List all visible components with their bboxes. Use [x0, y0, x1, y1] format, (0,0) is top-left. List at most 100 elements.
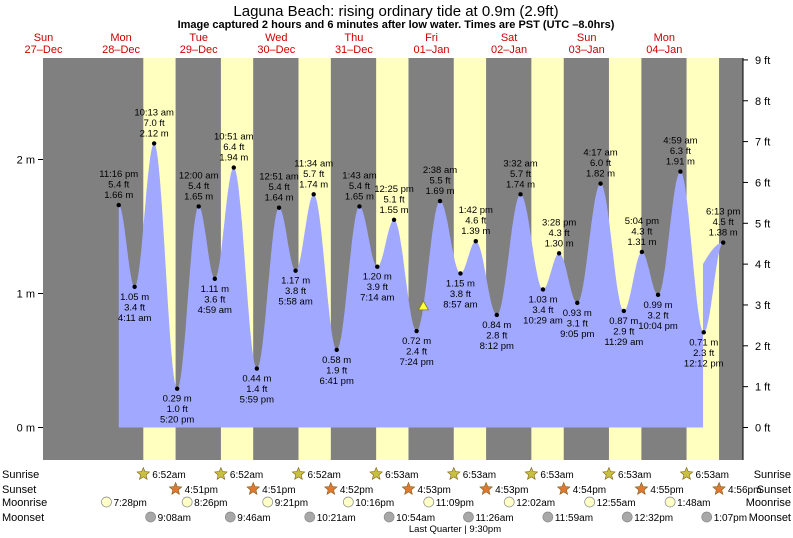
- high-tide-point: [678, 169, 683, 174]
- sunset-icon: [168, 481, 183, 495]
- low-tide-point: [132, 284, 137, 289]
- tide-label: 1.11 m: [201, 284, 229, 295]
- tide-label: 1:43 am: [342, 170, 376, 181]
- moonrise-icon: [503, 496, 515, 508]
- moonset-icon: [224, 511, 236, 523]
- tide-label: 8:12 pm: [480, 341, 514, 352]
- moonrise-row-label-right: Moonrise: [746, 497, 791, 509]
- moonrise-time: 10:16pm: [355, 498, 394, 509]
- right-axis-tick-label: 9 ft: [755, 55, 770, 67]
- tide-label: 1.0 ft: [167, 404, 188, 415]
- tide-area: [118, 143, 724, 428]
- low-tide-point: [174, 386, 180, 391]
- sunrise-row-label-left: Sunrise: [2, 469, 39, 481]
- tide-label: 1:42 pm: [459, 205, 493, 216]
- date-label: 29–Dec: [180, 44, 218, 56]
- tide-label: 4.5 ft: [713, 217, 734, 228]
- moonrise-icon: [342, 496, 354, 508]
- tide-label: 2.12 m: [140, 128, 169, 139]
- sunset-time: 4:53pm: [495, 485, 528, 496]
- tide-label: 1.82 m: [586, 169, 615, 180]
- tide-label: 3.4 ft: [124, 302, 145, 313]
- date-label: 02–Jan: [491, 44, 527, 56]
- moonset-icon: [701, 511, 713, 523]
- sunrise-icon: [679, 466, 694, 480]
- low-tide-point: [254, 366, 260, 371]
- high-tide-point: [639, 249, 645, 255]
- day-of-week-label: Sun: [577, 32, 597, 44]
- tide-label: 3.2 ft: [647, 310, 668, 321]
- sunset-icon: [712, 481, 726, 495]
- moonrise-icon: [664, 496, 676, 508]
- high-tide-point: [196, 204, 201, 209]
- tide-label: 4.6 ft: [465, 216, 486, 227]
- sunset-icon: [246, 481, 261, 495]
- sunset-row-label-right: Sunset: [757, 484, 791, 496]
- right-axis-tick-label: 1 ft: [755, 382, 770, 394]
- day-of-week-label: Tue: [189, 32, 208, 44]
- tide-label: 4:17 am: [583, 148, 617, 159]
- right-axis-tick-label: 7 ft: [755, 137, 770, 149]
- tide-label: 1.94 m: [219, 153, 248, 164]
- high-tide-point: [518, 192, 523, 197]
- sunrise-time: 6:53am: [540, 470, 573, 481]
- moonset-time: 11:59am: [555, 513, 593, 524]
- high-tide-point: [276, 205, 282, 210]
- tide-label: 6.0 ft: [590, 158, 611, 169]
- tide-label: 5.5 ft: [429, 176, 450, 187]
- tide-label: 4:11 am: [118, 313, 152, 324]
- sunrise-time: 6:52am: [152, 470, 185, 481]
- current-tide-marker: [417, 300, 430, 311]
- tide-label: 2.4 ft: [406, 347, 427, 358]
- moonrise-time: 1:48am: [677, 498, 710, 509]
- high-tide-point: [311, 192, 316, 197]
- tide-label: 3.8 ft: [450, 289, 471, 300]
- tide-label: 11:29 am: [604, 337, 643, 348]
- low-tide-point: [375, 264, 380, 269]
- sunrise-time: 6:53am: [696, 470, 729, 481]
- chart-subtitle: Image captured 2 hours and 6 minutes aft…: [178, 19, 615, 31]
- right-axis-tick-label: 8 ft: [755, 96, 770, 108]
- tide-label: 1.39 m: [461, 226, 490, 237]
- tide-label: 5.7 ft: [303, 169, 324, 180]
- tide-label: 1.91 m: [666, 157, 695, 168]
- tide-label: 11:16 pm: [99, 169, 138, 180]
- moonrise-row-label-left: Moonrise: [2, 497, 47, 509]
- sunrise-time: 6:52am: [308, 470, 341, 481]
- tide-label: 2.3 ft: [693, 348, 714, 359]
- chart-title: Laguna Beach: rising ordinary tide at 0.…: [233, 3, 558, 20]
- high-tide-point: [721, 240, 726, 245]
- moonset-row-label-right: Moonset: [749, 512, 791, 524]
- tide-label: 10:13 am: [134, 107, 174, 118]
- moonset-time: 9:46am: [237, 513, 270, 524]
- sunset-time: 4:56pm: [728, 485, 761, 496]
- sunset-time: 4:52pm: [340, 485, 373, 496]
- tide-label: 3:28 pm: [542, 217, 576, 228]
- low-tide-point: [414, 328, 419, 334]
- tide-label: 1.74 m: [506, 179, 535, 190]
- day-of-week-label: Mon: [110, 32, 131, 44]
- tide-label: 0.44 m: [242, 374, 271, 385]
- tide-label: 0.72 m: [402, 336, 431, 347]
- low-tide-point: [458, 271, 463, 276]
- tide-label: 6.4 ft: [223, 142, 244, 153]
- sunrise-time: 6:52am: [230, 470, 263, 481]
- moonset-time: 10:54am: [396, 513, 435, 524]
- tide-label: 10:29 am: [523, 315, 563, 326]
- moonrise-time: 12:02am: [516, 498, 555, 509]
- tide-label: 1.69 m: [425, 186, 454, 197]
- left-axis-tick-label: 0 m: [17, 423, 35, 435]
- tide-label: 11:34 am: [294, 158, 333, 169]
- date-label: 30–Dec: [257, 44, 295, 56]
- high-tide-point: [151, 141, 157, 146]
- sunrise-time: 6:53am: [463, 470, 496, 481]
- tide-label: 3.9 ft: [367, 282, 388, 293]
- low-tide-point: [334, 347, 339, 352]
- right-axis-tick-label: 6 ft: [755, 177, 770, 189]
- date-label: 27–Dec: [25, 44, 63, 56]
- left-axis-tick-label: 1 m: [17, 289, 35, 301]
- sunset-time: 4:55pm: [650, 485, 683, 496]
- moonrise-icon: [101, 496, 112, 508]
- low-tide-point: [701, 330, 706, 335]
